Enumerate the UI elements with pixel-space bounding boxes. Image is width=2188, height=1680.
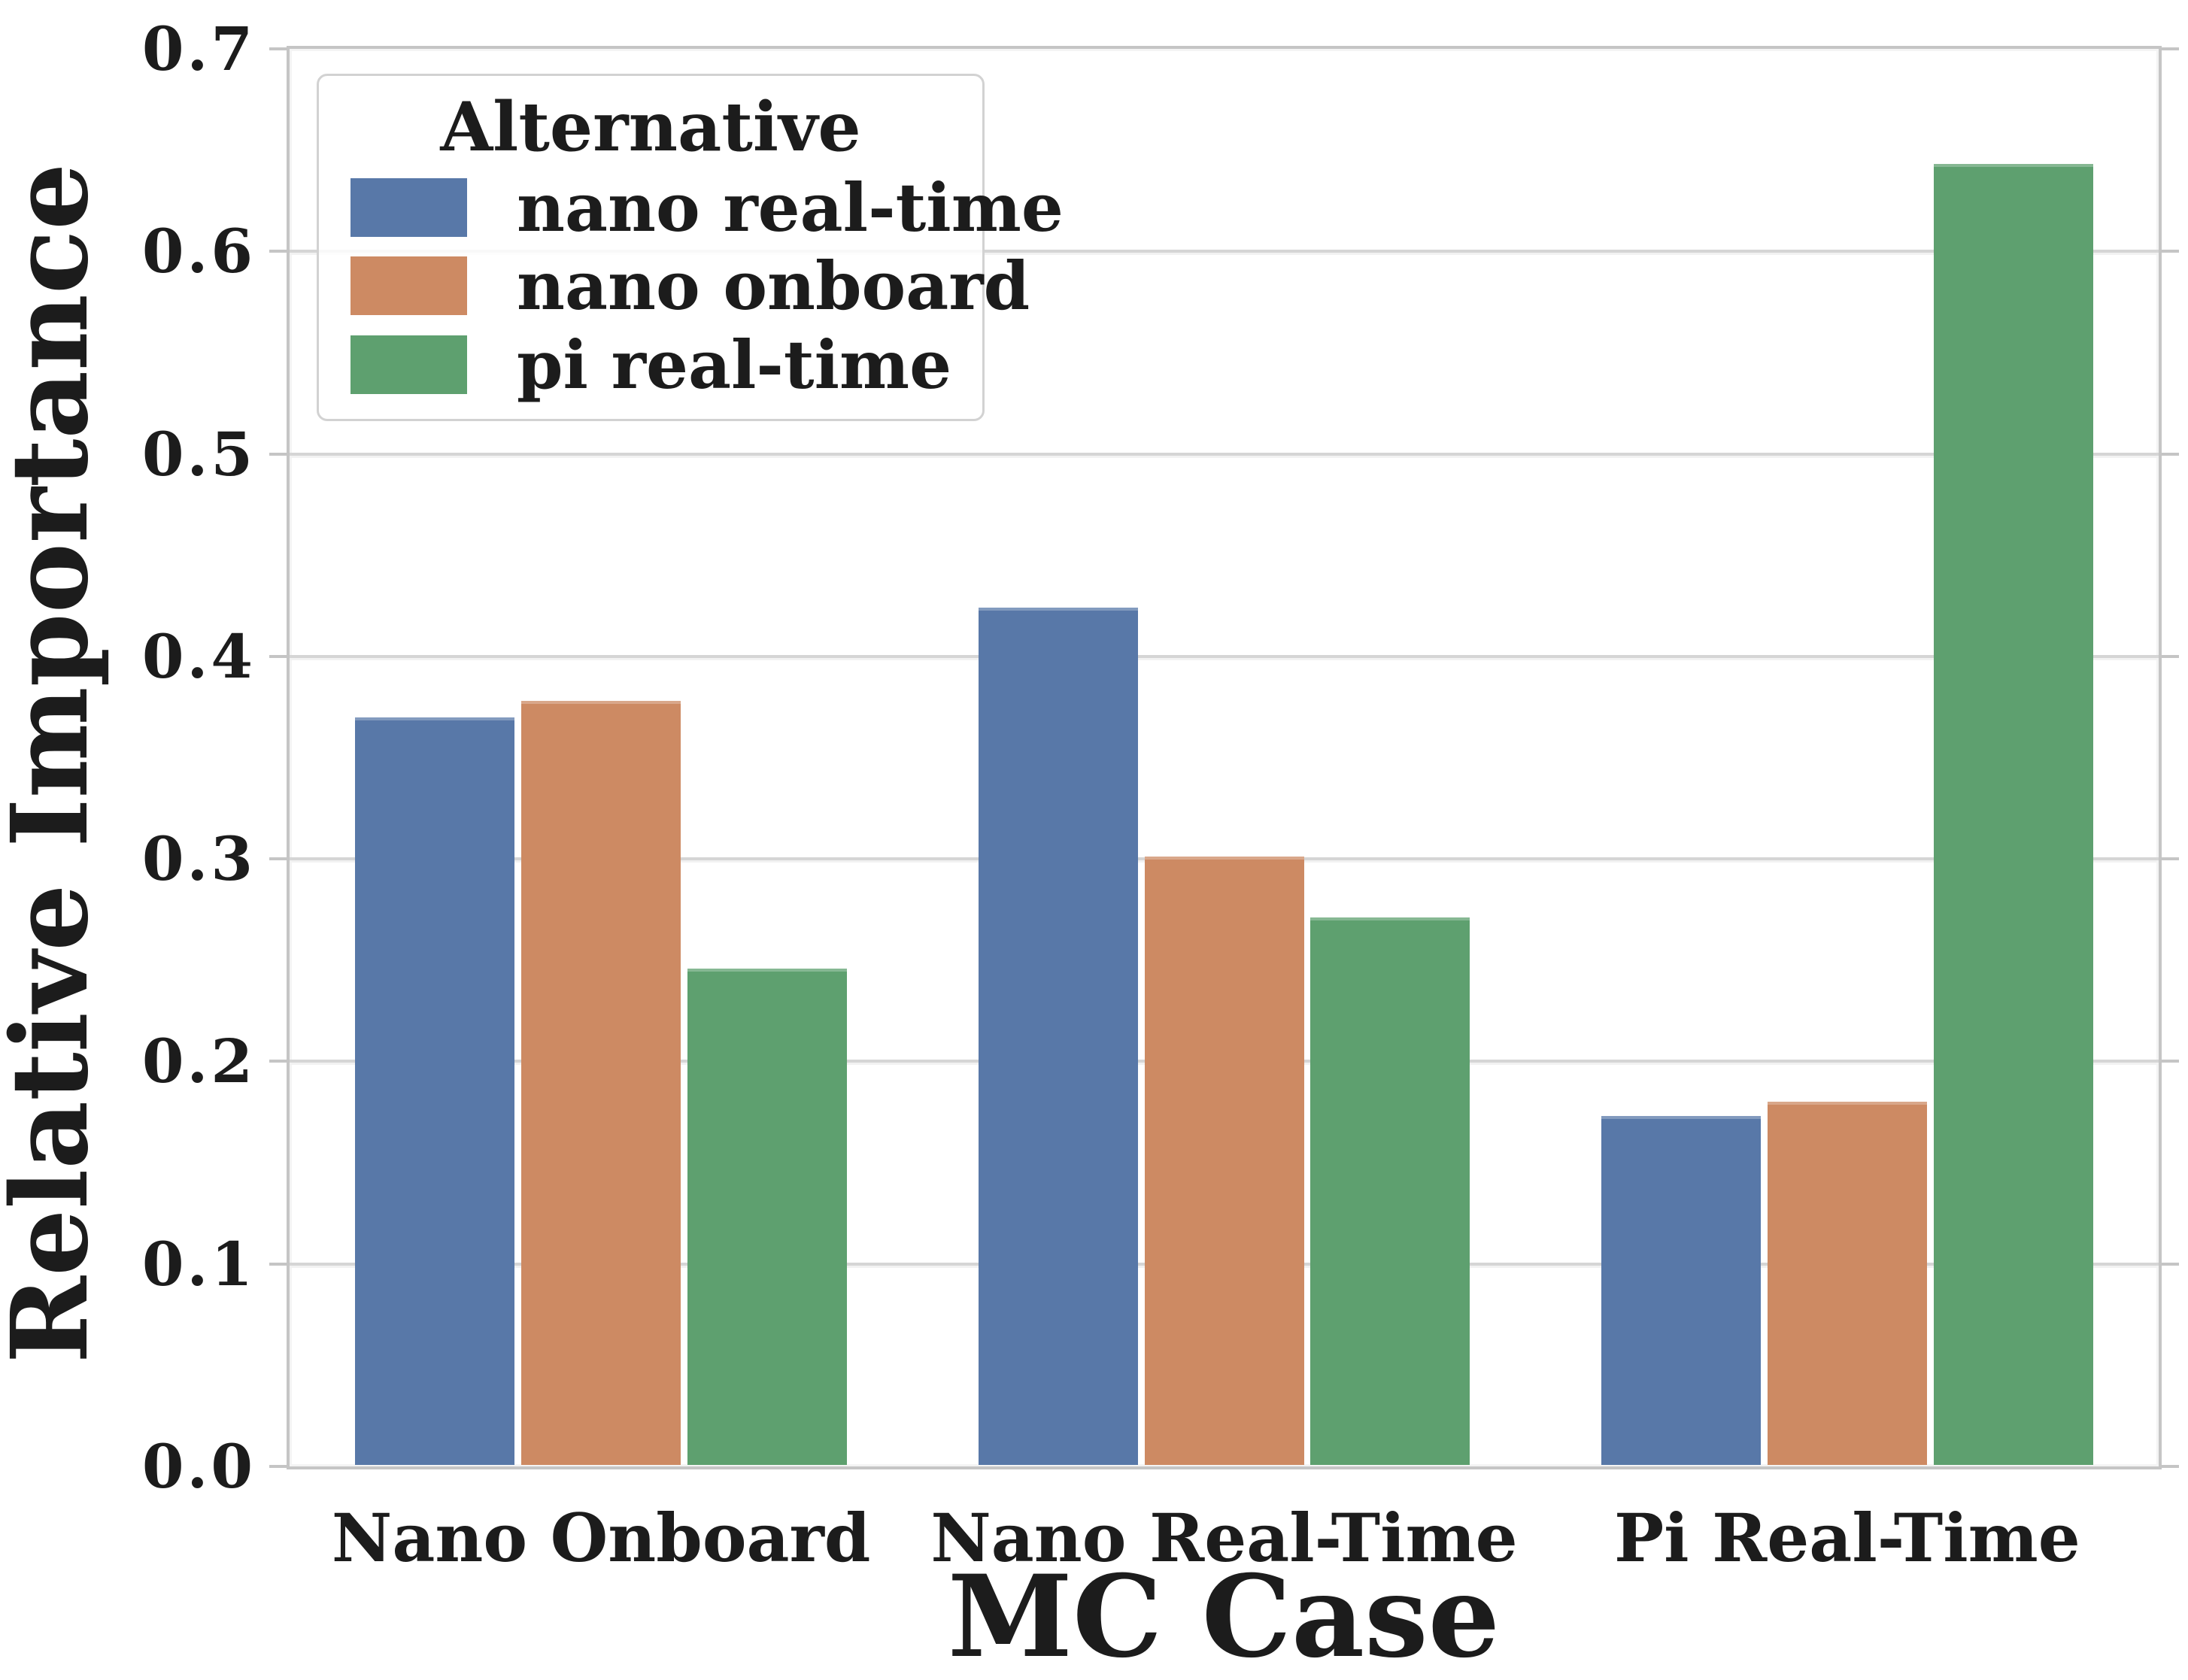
legend: Alternative nano real-time nano onboard pi… <box>317 74 1064 421</box>
y-tick-right-0.5 <box>2162 453 2179 456</box>
y-tick-left-0.4 <box>269 655 287 658</box>
legend-label-pi-real-time: pi real-time <box>517 325 952 404</box>
x-tick-label-0: Nano Onboard <box>331 1499 871 1577</box>
bar-nano-real-time-0 <box>355 717 514 1465</box>
y-tick-left-0.6 <box>269 250 287 253</box>
y-tick-right-0.3 <box>2162 857 2179 860</box>
y-tick-label-0.2: 0.2 <box>141 1026 256 1096</box>
grid-line-0.6 <box>290 250 2159 253</box>
bar-pi-real-time-2 <box>1934 164 2093 1465</box>
y-tick-left-0.5 <box>269 453 287 456</box>
x-tick-label-2: Pi Real-Time <box>1613 1499 2080 1577</box>
y-tick-label-0.5: 0.5 <box>141 419 256 490</box>
y-tick-left-0.3 <box>269 857 287 860</box>
legend-item-nano-onboard: nano onboard <box>351 247 1030 325</box>
y-tick-right-0.0 <box>2162 1465 2179 1468</box>
legend-label-nano-onboard: nano onboard <box>517 247 1030 326</box>
y-tick-right-0.1 <box>2162 1263 2179 1266</box>
y-tick-right-0.7 <box>2162 47 2179 50</box>
y-tick-label-0.4: 0.4 <box>141 621 256 692</box>
x-tick-label-1: Nano Real-Time <box>930 1499 1518 1577</box>
y-tick-label-0.6: 0.6 <box>141 216 256 287</box>
legend-item-nano-real-time: nano real-time <box>351 168 1064 247</box>
y-tick-right-0.6 <box>2162 250 2179 253</box>
bar-nano-real-time-2 <box>1601 1116 1761 1465</box>
legend-swatch-nano-real-time <box>351 177 467 237</box>
y-tick-right-0.4 <box>2162 655 2179 658</box>
y-axis-title: Relative Importance <box>0 162 112 1364</box>
bar-nano-onboard-1 <box>1145 857 1304 1465</box>
y-tick-label-0.0: 0.0 <box>141 1431 256 1502</box>
legend-item-pi-real-time: pi real-time <box>351 325 952 404</box>
y-tick-label-0.7: 0.7 <box>141 14 256 84</box>
y-tick-right-0.2 <box>2162 1060 2179 1063</box>
grid-line-0.5 <box>290 453 2159 456</box>
bar-nano-real-time-1 <box>979 608 1138 1465</box>
legend-swatch-nano-onboard <box>351 256 467 316</box>
bar-pi-real-time-1 <box>1310 917 1470 1465</box>
x-axis-title: MC Case <box>947 1551 1501 1680</box>
bar-nano-onboard-0 <box>521 701 681 1465</box>
y-tick-label-0.3: 0.3 <box>141 823 256 894</box>
y-tick-left-0.7 <box>269 47 287 50</box>
y-tick-left-0.1 <box>269 1263 287 1266</box>
legend-label-nano-real-time: nano real-time <box>517 168 1064 247</box>
y-tick-left-0.2 <box>269 1060 287 1063</box>
bar-pi-real-time-0 <box>687 969 847 1465</box>
grid-line-0.4 <box>290 655 2159 658</box>
legend-swatch-pi-real-time <box>351 335 467 394</box>
legend-title: Alternative <box>440 87 861 168</box>
y-tick-left-0.0 <box>269 1465 287 1468</box>
bar-nano-onboard-2 <box>1768 1102 1927 1465</box>
y-tick-label-0.1: 0.1 <box>141 1229 256 1299</box>
